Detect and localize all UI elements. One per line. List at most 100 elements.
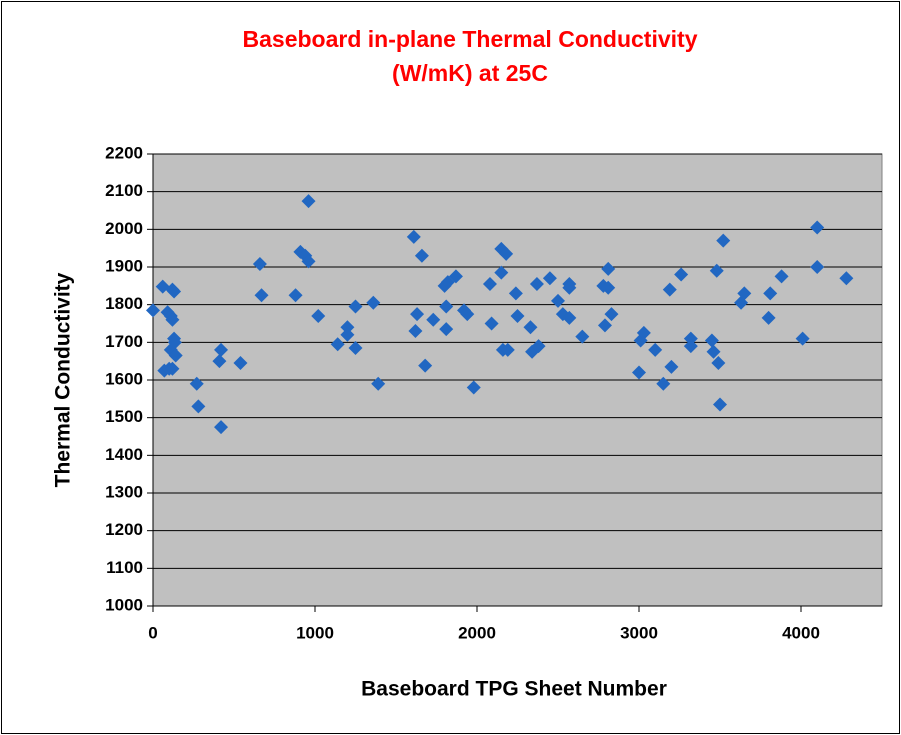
- y-axis-label: Thermal Conductivity: [52, 272, 75, 487]
- data-point: [165, 312, 180, 327]
- data-point: [706, 344, 721, 359]
- data-point: [167, 335, 182, 350]
- data-point: [529, 276, 544, 291]
- data-point: [709, 263, 724, 278]
- y-tick-label: 1100: [106, 558, 143, 577]
- data-point: [371, 376, 386, 391]
- chart-title: Baseboard in-plane Thermal Conductivity: [243, 26, 698, 52]
- y-tick-label: 1700: [105, 332, 143, 351]
- data-point: [191, 399, 206, 414]
- y-tick-label: 2100: [105, 181, 143, 200]
- data-point: [761, 310, 776, 325]
- data-point: [551, 293, 565, 308]
- x-tick-label: 0: [148, 623, 157, 642]
- data-point: [426, 312, 441, 327]
- data-point: [366, 295, 381, 310]
- data-point: [683, 339, 698, 354]
- y-tick-label: 1200: [105, 520, 143, 539]
- data-point: [601, 280, 616, 295]
- data-point: [737, 286, 752, 301]
- data-point: [410, 307, 425, 322]
- data-point: [214, 420, 229, 435]
- data-point: [418, 358, 433, 373]
- data-point: [632, 365, 646, 380]
- x-tick-label: 4000: [782, 623, 820, 642]
- data-point: [523, 320, 538, 335]
- x-tick-label: 3000: [620, 623, 658, 642]
- data-point: [562, 280, 577, 295]
- data-point: [414, 248, 429, 263]
- data-point: [763, 286, 778, 301]
- data-point: [146, 303, 160, 318]
- data-point: [482, 276, 497, 291]
- y-tick-label: 1300: [105, 482, 143, 501]
- data-point: [254, 288, 269, 303]
- data-point: [810, 220, 825, 235]
- y-tick-label: 1600: [105, 369, 143, 388]
- data-point: [500, 342, 515, 357]
- y-tick-label: 1400: [105, 445, 143, 464]
- data-point: [704, 333, 719, 348]
- data-point: [448, 269, 463, 284]
- data-point: [562, 310, 577, 325]
- data-point: [340, 320, 355, 335]
- data-point: [214, 342, 229, 357]
- data-point: [494, 265, 509, 280]
- data-point: [167, 284, 182, 299]
- data-point: [340, 327, 355, 342]
- data-point: [298, 248, 313, 263]
- data-point: [348, 299, 363, 314]
- y-tick-label: 1000: [105, 595, 143, 614]
- y-tick-label: 1800: [105, 294, 143, 313]
- data-point: [484, 316, 499, 331]
- data-point: [439, 299, 454, 314]
- data-point: [839, 271, 854, 286]
- x-tick-label: 1000: [296, 623, 334, 642]
- y-tick-label: 2000: [105, 219, 143, 238]
- data-point: [648, 342, 663, 357]
- data-point: [510, 308, 525, 323]
- data-point: [656, 376, 671, 391]
- data-point: [604, 307, 619, 322]
- data-point: [288, 288, 303, 303]
- data-point: [683, 331, 698, 346]
- data-point: [542, 271, 557, 286]
- data-point: [711, 356, 726, 371]
- data-point: [212, 354, 227, 369]
- data-point: [189, 376, 204, 391]
- y-tick-label: 1900: [105, 256, 143, 275]
- data-point: [252, 256, 267, 271]
- data-point: [439, 322, 454, 337]
- data-point: [406, 229, 421, 244]
- data-point: [165, 361, 180, 376]
- data-point: [597, 318, 612, 333]
- chart-title: (W/mK) at 25C: [392, 60, 548, 86]
- x-tick-label: 2000: [458, 623, 496, 642]
- data-point: [508, 286, 523, 301]
- data-point: [460, 307, 475, 322]
- data-point: [636, 325, 651, 340]
- data-point: [795, 331, 810, 346]
- data-point: [311, 308, 326, 323]
- data-point: [713, 397, 727, 412]
- data-point: [348, 340, 363, 355]
- data-point: [810, 260, 825, 274]
- data-point: [575, 329, 590, 344]
- data-point: [466, 380, 481, 395]
- data-point: [168, 348, 183, 363]
- data-point: [233, 356, 248, 371]
- data-point: [301, 254, 316, 269]
- data-point: [499, 246, 514, 261]
- data-point: [662, 282, 677, 297]
- y-tick-label: 2200: [105, 143, 143, 162]
- x-axis-label: Baseboard TPG Sheet Number: [361, 678, 667, 701]
- data-point: [601, 261, 616, 276]
- data-point: [330, 337, 345, 352]
- data-point: [408, 324, 423, 339]
- data-point: [716, 233, 731, 248]
- data-point: [531, 339, 546, 354]
- data-point: [664, 359, 679, 374]
- data-point: [774, 269, 789, 284]
- y-tick-label: 1500: [105, 407, 143, 426]
